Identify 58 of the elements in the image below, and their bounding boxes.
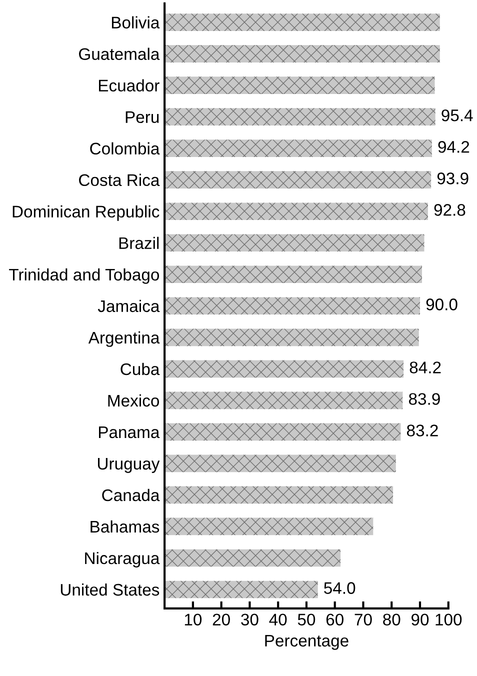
y-tick-label: Brazil — [119, 236, 159, 250]
bar — [164, 486, 394, 504]
bar — [164, 14, 440, 31]
y-tick-label: Guatemala — [79, 48, 160, 60]
x-axis-title: Percentage — [265, 634, 348, 650]
bar — [164, 202, 428, 220]
x-tick-label: 60 — [326, 614, 344, 626]
y-tick-label: Jamaica — [98, 300, 160, 312]
y-tick-label: Colombia — [90, 142, 160, 155]
bar — [164, 76, 435, 94]
y-tick-label: Cuba — [120, 362, 160, 376]
x-tick-label: 40 — [269, 614, 287, 626]
bar — [164, 360, 404, 378]
y-tick-label: Mexico — [108, 394, 160, 407]
y-tick-label: Peru — [126, 111, 159, 124]
y-tick-label: Ecuador — [99, 79, 160, 92]
bar — [164, 266, 422, 284]
bar — [164, 234, 424, 252]
x-tick-label: 70 — [354, 614, 372, 626]
bar — [164, 45, 440, 62]
x-tick-label: 50 — [298, 614, 316, 626]
data-label: 83.9 — [408, 393, 440, 405]
y-tick-label: Panama — [99, 426, 160, 438]
bar — [164, 108, 436, 126]
bar — [164, 171, 432, 189]
x-tick-label: 30 — [241, 614, 258, 626]
bar — [164, 140, 432, 157]
data-label: 90.0 — [426, 298, 458, 310]
data-label: 54.0 — [324, 582, 356, 594]
bar — [164, 423, 401, 441]
y-tick-label: Nicaragua — [85, 552, 160, 568]
y-tick-label: Costa Rica — [79, 174, 160, 186]
x-tick-label: 90 — [412, 614, 429, 626]
y-tick-label: Argentina — [88, 331, 160, 347]
data-label: 83.2 — [406, 424, 438, 436]
y-tick-label: Dominican Republic — [12, 205, 160, 221]
y-tick-label: Canada — [102, 488, 160, 502]
x-tick-label: 20 — [212, 614, 230, 626]
y-tick-label: United States — [60, 583, 160, 596]
bar — [164, 580, 318, 598]
y-tick-label: Uruguay — [98, 458, 160, 473]
bar — [164, 328, 419, 346]
data-label: 93.9 — [437, 172, 468, 184]
bar — [164, 454, 396, 472]
bar — [164, 297, 420, 315]
y-tick-label: Bahamas — [90, 520, 160, 533]
data-label: 84.2 — [410, 362, 441, 374]
data-label: 94.2 — [438, 141, 470, 153]
y-tick-label: Trinidad and Tobago — [9, 268, 160, 284]
x-tick-label: 10 — [184, 614, 202, 626]
y-tick-label: Bolivia — [112, 16, 160, 28]
bar — [164, 549, 341, 567]
bar — [164, 392, 403, 410]
data-label: 95.4 — [442, 109, 473, 122]
x-tick-label: 100 — [436, 614, 462, 626]
data-label: 92.8 — [434, 204, 466, 216]
x-tick-label: 80 — [383, 614, 400, 626]
bar — [164, 518, 374, 536]
